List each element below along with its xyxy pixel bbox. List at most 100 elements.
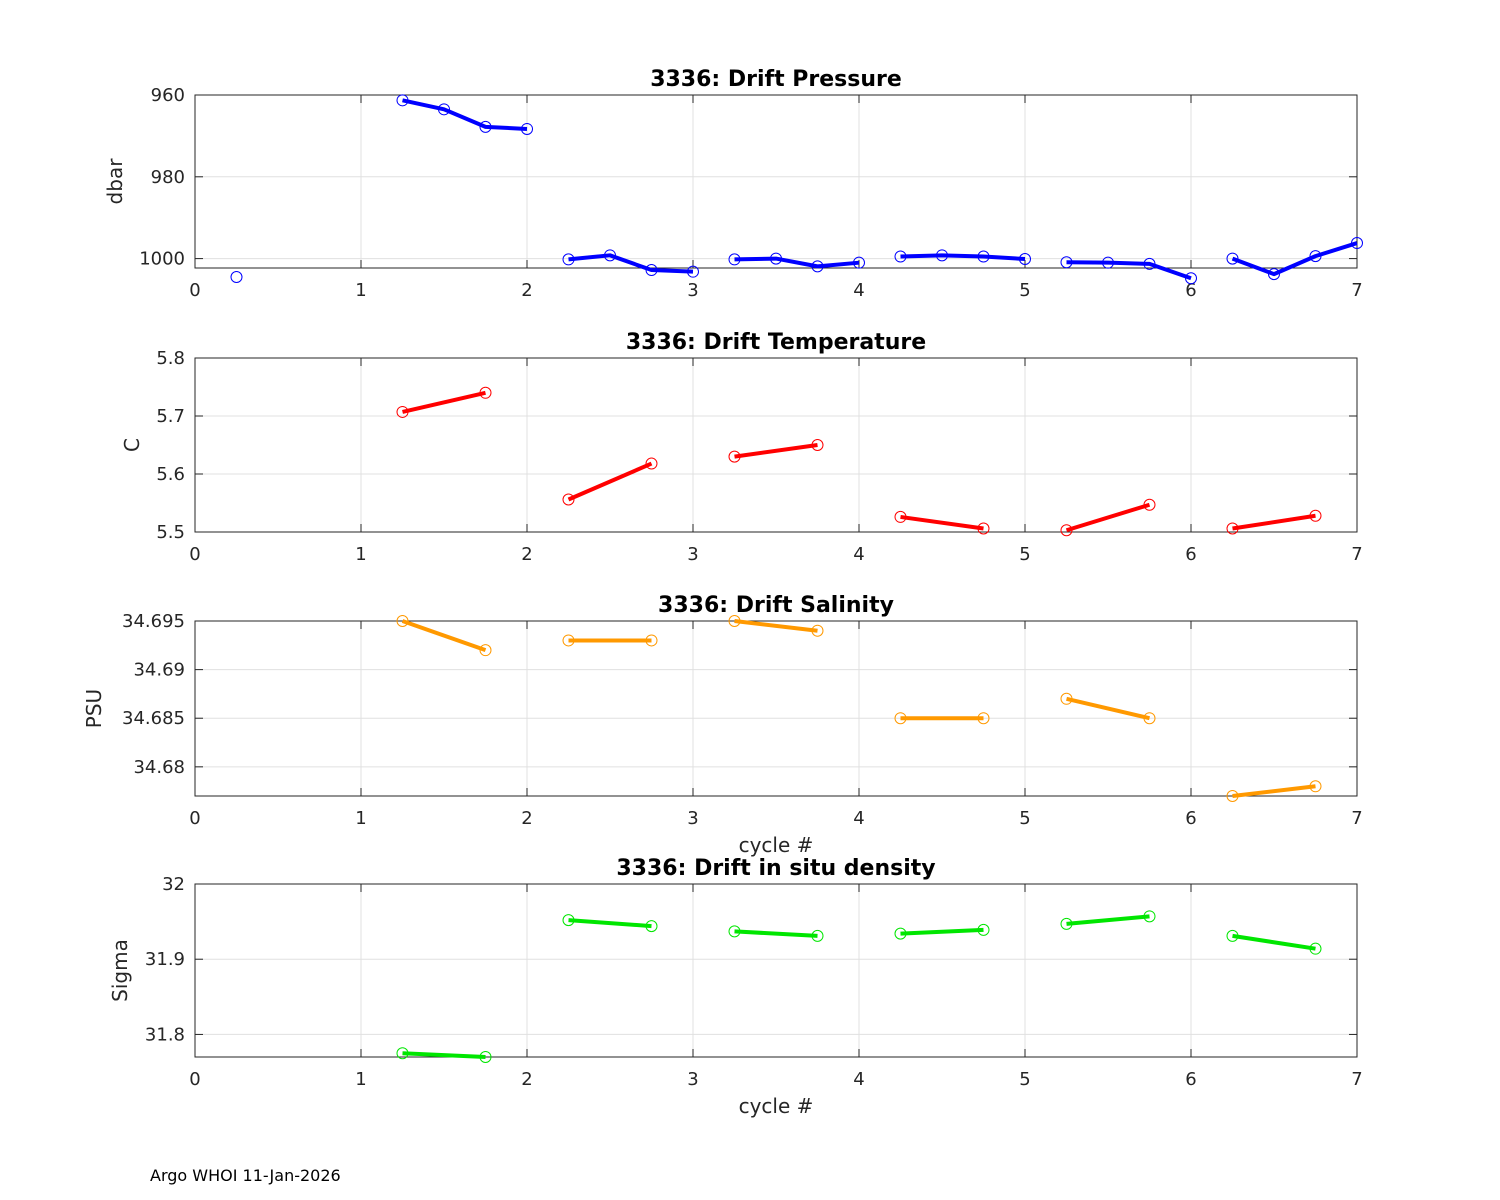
x-tick-label: 2: [521, 808, 532, 829]
series-line: [900, 927, 984, 936]
data-point: [479, 1051, 492, 1063]
data-point: [1060, 256, 1073, 269]
series-line: [1231, 241, 1358, 277]
x-tick-label: 7: [1351, 808, 1362, 829]
x-tick-label: 5: [1019, 280, 1030, 301]
series-line: [1066, 260, 1192, 281]
x-tick-label: 7: [1351, 280, 1362, 301]
series-line: [402, 390, 486, 414]
data-point: [1309, 509, 1322, 522]
x-tick-label: 1: [355, 808, 366, 829]
data-point: [811, 624, 824, 637]
data-point: [645, 457, 658, 470]
data-point: [1143, 910, 1156, 923]
x-tick-label: 1: [355, 280, 366, 301]
data-point: [728, 253, 741, 266]
data-point: [396, 405, 409, 418]
data-point: [977, 522, 990, 535]
series-line: [734, 619, 818, 633]
x-tick-label: 0: [189, 280, 200, 301]
x-tick-label: 4: [853, 280, 864, 301]
series-line: [402, 1051, 486, 1059]
y-tick-label: 5.7: [156, 406, 185, 427]
series-line: [1232, 933, 1316, 951]
y-axis-label: PSU: [82, 689, 106, 728]
data-point: [562, 634, 575, 647]
data-point: [1309, 250, 1322, 263]
chart-title: 3336: Drift Salinity: [658, 593, 894, 618]
x-tick-label: 2: [521, 544, 532, 565]
data-point: [894, 712, 907, 725]
data-point: [521, 122, 533, 135]
data-point: [645, 634, 658, 647]
series-line: [568, 253, 694, 274]
x-tick-label: 0: [189, 544, 200, 565]
y-tick-label: 1000: [139, 249, 185, 270]
x-axis-label: cycle #: [739, 1094, 814, 1118]
x-axis-label: cycle #: [739, 833, 814, 857]
data-point: [1060, 917, 1073, 930]
data-point: [1309, 942, 1322, 955]
data-point: [687, 265, 699, 278]
x-tick-label: 6: [1185, 280, 1196, 301]
chart-title: 3336: Drift in situ density: [616, 856, 935, 881]
data-point: [894, 250, 907, 263]
x-tick-label: 6: [1185, 808, 1196, 829]
series-line: [1065, 502, 1151, 533]
y-tick-label: 980: [151, 167, 185, 188]
data-point: [396, 615, 409, 627]
data-point: [1185, 272, 1197, 285]
data-point: [438, 103, 450, 116]
data-point: [479, 644, 492, 657]
chart-temperature: 0 1 2 3 4 5 6 7 5.5 5.6 5.7 5.8 3336: Drift Temperat…: [120, 330, 1363, 565]
series-line: [1232, 513, 1316, 531]
data-point: [1019, 253, 1031, 266]
series-line: [900, 253, 1026, 261]
data-point: [562, 253, 575, 266]
x-tick-label: 3: [687, 544, 698, 565]
y-tick-label: 31.8: [145, 1024, 185, 1045]
y-tick-label: 34.685: [122, 708, 185, 729]
chart-salinity: 0 1 2 3 4 5 6 7 34.68 34.685 34.69 34.695 3336: Drif…: [82, 593, 1363, 857]
data-point: [645, 920, 658, 933]
series-line: [401, 619, 487, 653]
data-point: [562, 493, 575, 506]
data-point: [1060, 524, 1073, 537]
series-line: [568, 918, 652, 929]
axes-box: [194, 883, 1358, 1058]
x-tick-label: 1: [355, 1069, 366, 1090]
data-point: [811, 929, 824, 942]
series-line: [1066, 914, 1150, 926]
y-tick-label: 34.695: [122, 611, 185, 632]
x-tick-label: 6: [1185, 544, 1196, 565]
series-line: [734, 929, 818, 938]
axes-box: [194, 357, 1358, 533]
data-point: [1309, 780, 1322, 793]
data-point: [479, 386, 492, 399]
x-tick-label: 4: [853, 544, 864, 565]
data-point: [728, 925, 741, 938]
x-tick-label: 5: [1019, 808, 1030, 829]
data-point: [811, 260, 824, 273]
chart-pressure: 0 1 2 3 4 5 6 7 960 980 1000 3336: Drift Pressure db…: [103, 67, 1363, 301]
data-point: [1268, 268, 1280, 281]
x-tick-label: 4: [853, 1069, 864, 1090]
series-line: [734, 443, 818, 459]
data-point: [1226, 929, 1239, 942]
data-point: [562, 914, 575, 927]
axes-box: [194, 620, 1358, 797]
series-line: [734, 256, 860, 269]
data-point: [770, 252, 782, 265]
data-point: [936, 249, 948, 262]
x-tick-label: 3: [687, 1069, 698, 1090]
series-line: [402, 98, 528, 131]
data-point: [977, 712, 990, 725]
chart-title: 3336: Drift Pressure: [650, 67, 902, 92]
x-tick-label: 5: [1019, 1069, 1030, 1090]
y-tick-label: 31.9: [145, 949, 185, 970]
x-tick-label: 3: [687, 808, 698, 829]
x-tick-label: 5: [1019, 544, 1030, 565]
x-tick-label: 2: [521, 280, 532, 301]
footer-credit: Argo WHOI 11-Jan-2026: [150, 1166, 341, 1185]
x-tick-label: 4: [853, 808, 864, 829]
